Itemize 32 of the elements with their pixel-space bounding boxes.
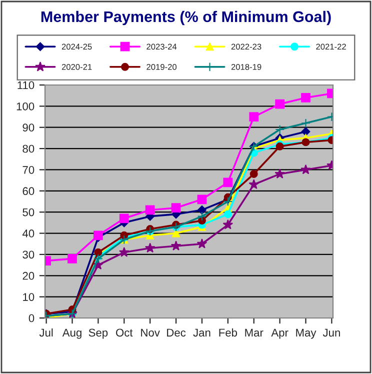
x-tick-label: Jul [39, 328, 53, 337]
x-tick-label: Sep [88, 328, 108, 339]
x-tick-label: Nov [141, 328, 160, 337]
y-tick-label: 0 [28, 314, 34, 322]
y-tick-label: 10 [23, 293, 34, 301]
x-tick-label: Feb [219, 328, 238, 337]
y-tick-label: 60 [22, 187, 34, 196]
legend-label: 2020-21 [62, 64, 92, 70]
x-tick-label: Jun [322, 328, 340, 337]
y-tick-label: 30 [22, 250, 34, 259]
legend-label: 2021-22 [316, 44, 346, 50]
chart-title: Member Payments (% of Minimum Goal) [41, 10, 331, 26]
legend-label: 2022-23 [231, 44, 262, 50]
x-tick-label: Jan [193, 328, 210, 337]
y-tick-label: 110 [18, 81, 34, 90]
legend-label: 2023-24 [146, 44, 177, 50]
x-tick-label: Aug [62, 328, 82, 339]
x-tick-label: Mar [245, 328, 264, 337]
y-tick-label: 20 [22, 272, 34, 280]
y-tick-label: 80 [22, 144, 34, 153]
y-tick-label: 50 [22, 208, 34, 216]
y-tick-label: 100 [16, 102, 34, 110]
legend-label: 2018-19 [231, 64, 262, 70]
y-tick-label: 90 [22, 124, 34, 132]
x-tick-label: Dec [167, 328, 186, 337]
x-tick-label: Apr [271, 328, 288, 339]
x-tick-label: Oct [116, 328, 133, 337]
legend-label: 2024-25 [62, 44, 92, 50]
y-tick-label: 40 [22, 230, 34, 238]
y-tick-label: 70 [22, 166, 34, 174]
legend-label: 2019-20 [146, 64, 177, 70]
x-tick-label: May [296, 328, 316, 339]
